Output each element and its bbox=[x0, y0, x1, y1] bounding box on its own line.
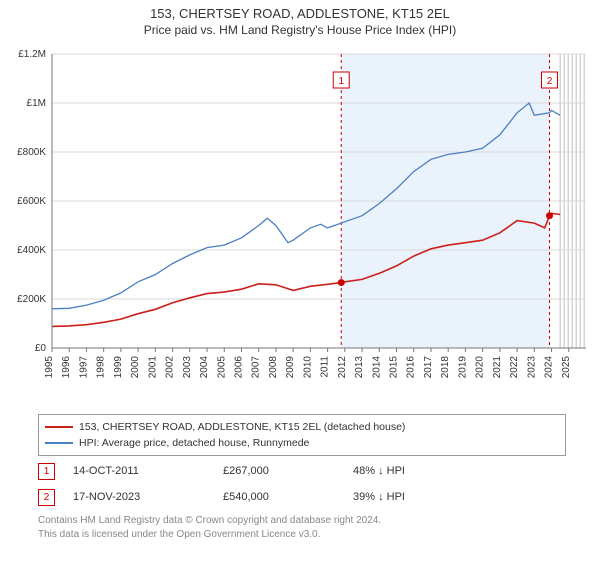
svg-text:2022: 2022 bbox=[509, 356, 520, 379]
svg-text:2007: 2007 bbox=[251, 356, 262, 379]
marker-date-1: 14-OCT-2011 bbox=[73, 465, 223, 477]
svg-text:£600K: £600K bbox=[17, 196, 46, 207]
chart-svg: £0 £200K £400K £600K £800K £1M £1.2M 1995 1996 19… bbox=[0, 48, 600, 408]
svg-text:2001: 2001 bbox=[147, 356, 158, 379]
svg-text:£1M: £1M bbox=[27, 98, 46, 109]
legend-row-hpi: HPI: Average price, detached house, Runn… bbox=[45, 435, 559, 451]
svg-text:2024: 2024 bbox=[544, 356, 555, 379]
svg-text:2002: 2002 bbox=[165, 356, 176, 379]
marker-price-2: £540,000 bbox=[223, 491, 353, 503]
chart: £0 £200K £400K £600K £800K £1M £1.2M 1995 1996 19… bbox=[0, 48, 600, 408]
legend-label-hpi: HPI: Average price, detached house, Runn… bbox=[79, 437, 309, 449]
svg-text:£800K: £800K bbox=[17, 147, 46, 158]
legend: 153, CHERTSEY ROAD, ADDLESTONE, KT15 2EL… bbox=[38, 414, 566, 456]
svg-text:2009: 2009 bbox=[285, 356, 296, 379]
svg-text:2020: 2020 bbox=[475, 356, 486, 379]
svg-text:2025: 2025 bbox=[561, 356, 572, 379]
svg-text:2012: 2012 bbox=[337, 356, 348, 379]
legend-swatch-property bbox=[45, 426, 73, 428]
svg-text:2010: 2010 bbox=[302, 356, 313, 379]
legend-label-property: 153, CHERTSEY ROAD, ADDLESTONE, KT15 2EL… bbox=[79, 421, 405, 433]
svg-text:2006: 2006 bbox=[233, 356, 244, 379]
legend-row-property: 153, CHERTSEY ROAD, ADDLESTONE, KT15 2EL… bbox=[45, 419, 559, 435]
svg-text:1995: 1995 bbox=[44, 356, 55, 379]
svg-text:2014: 2014 bbox=[371, 356, 382, 379]
svg-text:2018: 2018 bbox=[440, 356, 451, 379]
svg-text:£0: £0 bbox=[35, 343, 47, 354]
svg-text:2023: 2023 bbox=[526, 356, 537, 379]
svg-text:2008: 2008 bbox=[268, 356, 279, 379]
svg-text:2015: 2015 bbox=[389, 356, 400, 379]
svg-text:2019: 2019 bbox=[457, 356, 468, 379]
marker-table: 1 14-OCT-2011 £267,000 48% ↓ HPI 2 17-NO… bbox=[38, 458, 566, 510]
svg-text:1999: 1999 bbox=[113, 356, 124, 379]
svg-text:1: 1 bbox=[338, 76, 344, 87]
marker-date-2: 17-NOV-2023 bbox=[73, 491, 223, 503]
svg-text:1997: 1997 bbox=[78, 356, 89, 379]
svg-text:2004: 2004 bbox=[199, 356, 210, 379]
svg-text:1998: 1998 bbox=[96, 356, 107, 379]
marker-row-2: 2 17-NOV-2023 £540,000 39% ↓ HPI bbox=[38, 484, 566, 510]
page: 153, CHERTSEY ROAD, ADDLESTONE, KT15 2EL… bbox=[0, 6, 600, 566]
svg-text:2021: 2021 bbox=[492, 356, 503, 379]
svg-text:2011: 2011 bbox=[320, 356, 331, 378]
svg-text:£400K: £400K bbox=[17, 245, 46, 256]
svg-text:£1.2M: £1.2M bbox=[18, 49, 46, 60]
svg-text:2: 2 bbox=[547, 76, 553, 87]
marker-price-1: £267,000 bbox=[223, 465, 353, 477]
marker-pct-1: 48% ↓ HPI bbox=[353, 465, 473, 477]
svg-text:2005: 2005 bbox=[216, 356, 227, 379]
svg-text:2003: 2003 bbox=[182, 356, 193, 379]
svg-text:2016: 2016 bbox=[406, 356, 417, 379]
svg-text:2000: 2000 bbox=[130, 356, 141, 379]
svg-text:2017: 2017 bbox=[423, 356, 434, 379]
svg-text:1996: 1996 bbox=[61, 356, 72, 379]
page-title: 153, CHERTSEY ROAD, ADDLESTONE, KT15 2EL bbox=[0, 6, 600, 21]
marker-pct-2: 39% ↓ HPI bbox=[353, 491, 473, 503]
footer: Contains HM Land Registry data © Crown c… bbox=[38, 514, 381, 541]
marker-badge-2: 2 bbox=[38, 489, 55, 506]
page-subtitle: Price paid vs. HM Land Registry's House … bbox=[0, 23, 600, 37]
marker-badge-1: 1 bbox=[38, 463, 55, 480]
marker-row-1: 1 14-OCT-2011 £267,000 48% ↓ HPI bbox=[38, 458, 566, 484]
svg-text:£200K: £200K bbox=[17, 294, 46, 305]
legend-swatch-hpi bbox=[45, 442, 73, 444]
footer-line-2: This data is licensed under the Open Gov… bbox=[38, 528, 381, 542]
svg-text:2013: 2013 bbox=[354, 356, 365, 379]
footer-line-1: Contains HM Land Registry data © Crown c… bbox=[38, 514, 381, 528]
